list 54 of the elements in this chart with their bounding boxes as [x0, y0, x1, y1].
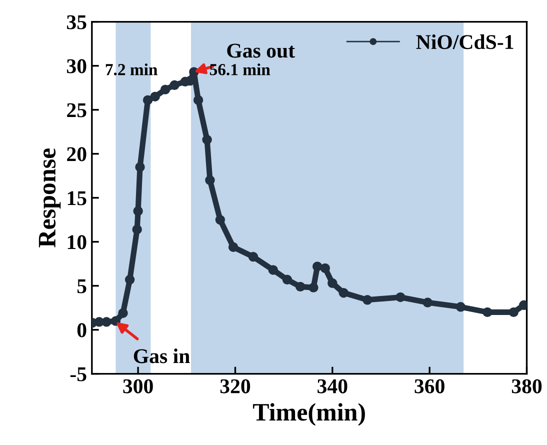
point [170, 80, 180, 90]
y-tick-label: 15 [68, 191, 86, 206]
point [308, 282, 318, 292]
point [160, 84, 170, 94]
x-axis-title: Time(min) [253, 403, 365, 426]
point [193, 95, 204, 105]
legend-label: NiO/CdS-1 [416, 34, 514, 50]
y-tick-label: 30 [66, 59, 86, 74]
point [362, 295, 372, 305]
y-tick-label: 20 [67, 147, 86, 162]
point [422, 298, 432, 308]
point [295, 282, 306, 292]
point [320, 263, 330, 274]
point [518, 300, 527, 310]
x-tick-label: 380 [512, 379, 542, 394]
point [248, 252, 258, 262]
point [508, 307, 519, 318]
point [150, 92, 160, 102]
point [132, 224, 142, 234]
point [142, 95, 153, 105]
point [228, 242, 238, 252]
y-tick-label: 25 [67, 103, 86, 118]
annotation: 7.2 min [106, 64, 158, 76]
point [124, 274, 135, 285]
annotation: Gas out [227, 44, 295, 58]
y-tick-label: 10 [68, 235, 86, 250]
x-tick-label: 360 [414, 379, 444, 394]
y-tick-label: 5 [77, 279, 86, 294]
x-tick-label: 300 [123, 379, 153, 394]
y-axis-title: Response [38, 148, 61, 248]
annotation: Gas in [134, 348, 190, 364]
point [205, 175, 215, 186]
point [328, 278, 338, 288]
point [118, 308, 128, 318]
point [396, 292, 406, 302]
x-tick-label: 320 [220, 379, 250, 394]
point [268, 265, 278, 275]
y-tick-label: 0 [77, 323, 86, 338]
point [312, 262, 322, 272]
point [338, 288, 348, 298]
point [135, 162, 145, 172]
point [215, 214, 226, 225]
y-tick-label: -5 [70, 367, 86, 382]
point [202, 134, 212, 145]
y-tick-label: 35 [66, 15, 86, 30]
point [282, 274, 292, 285]
point [133, 206, 143, 216]
point [185, 76, 195, 86]
x-tick-label: 340 [318, 379, 348, 394]
point [456, 302, 466, 312]
point [102, 317, 112, 327]
point [110, 316, 121, 326]
point [482, 307, 492, 318]
annotation: 56.1 min [210, 64, 270, 76]
